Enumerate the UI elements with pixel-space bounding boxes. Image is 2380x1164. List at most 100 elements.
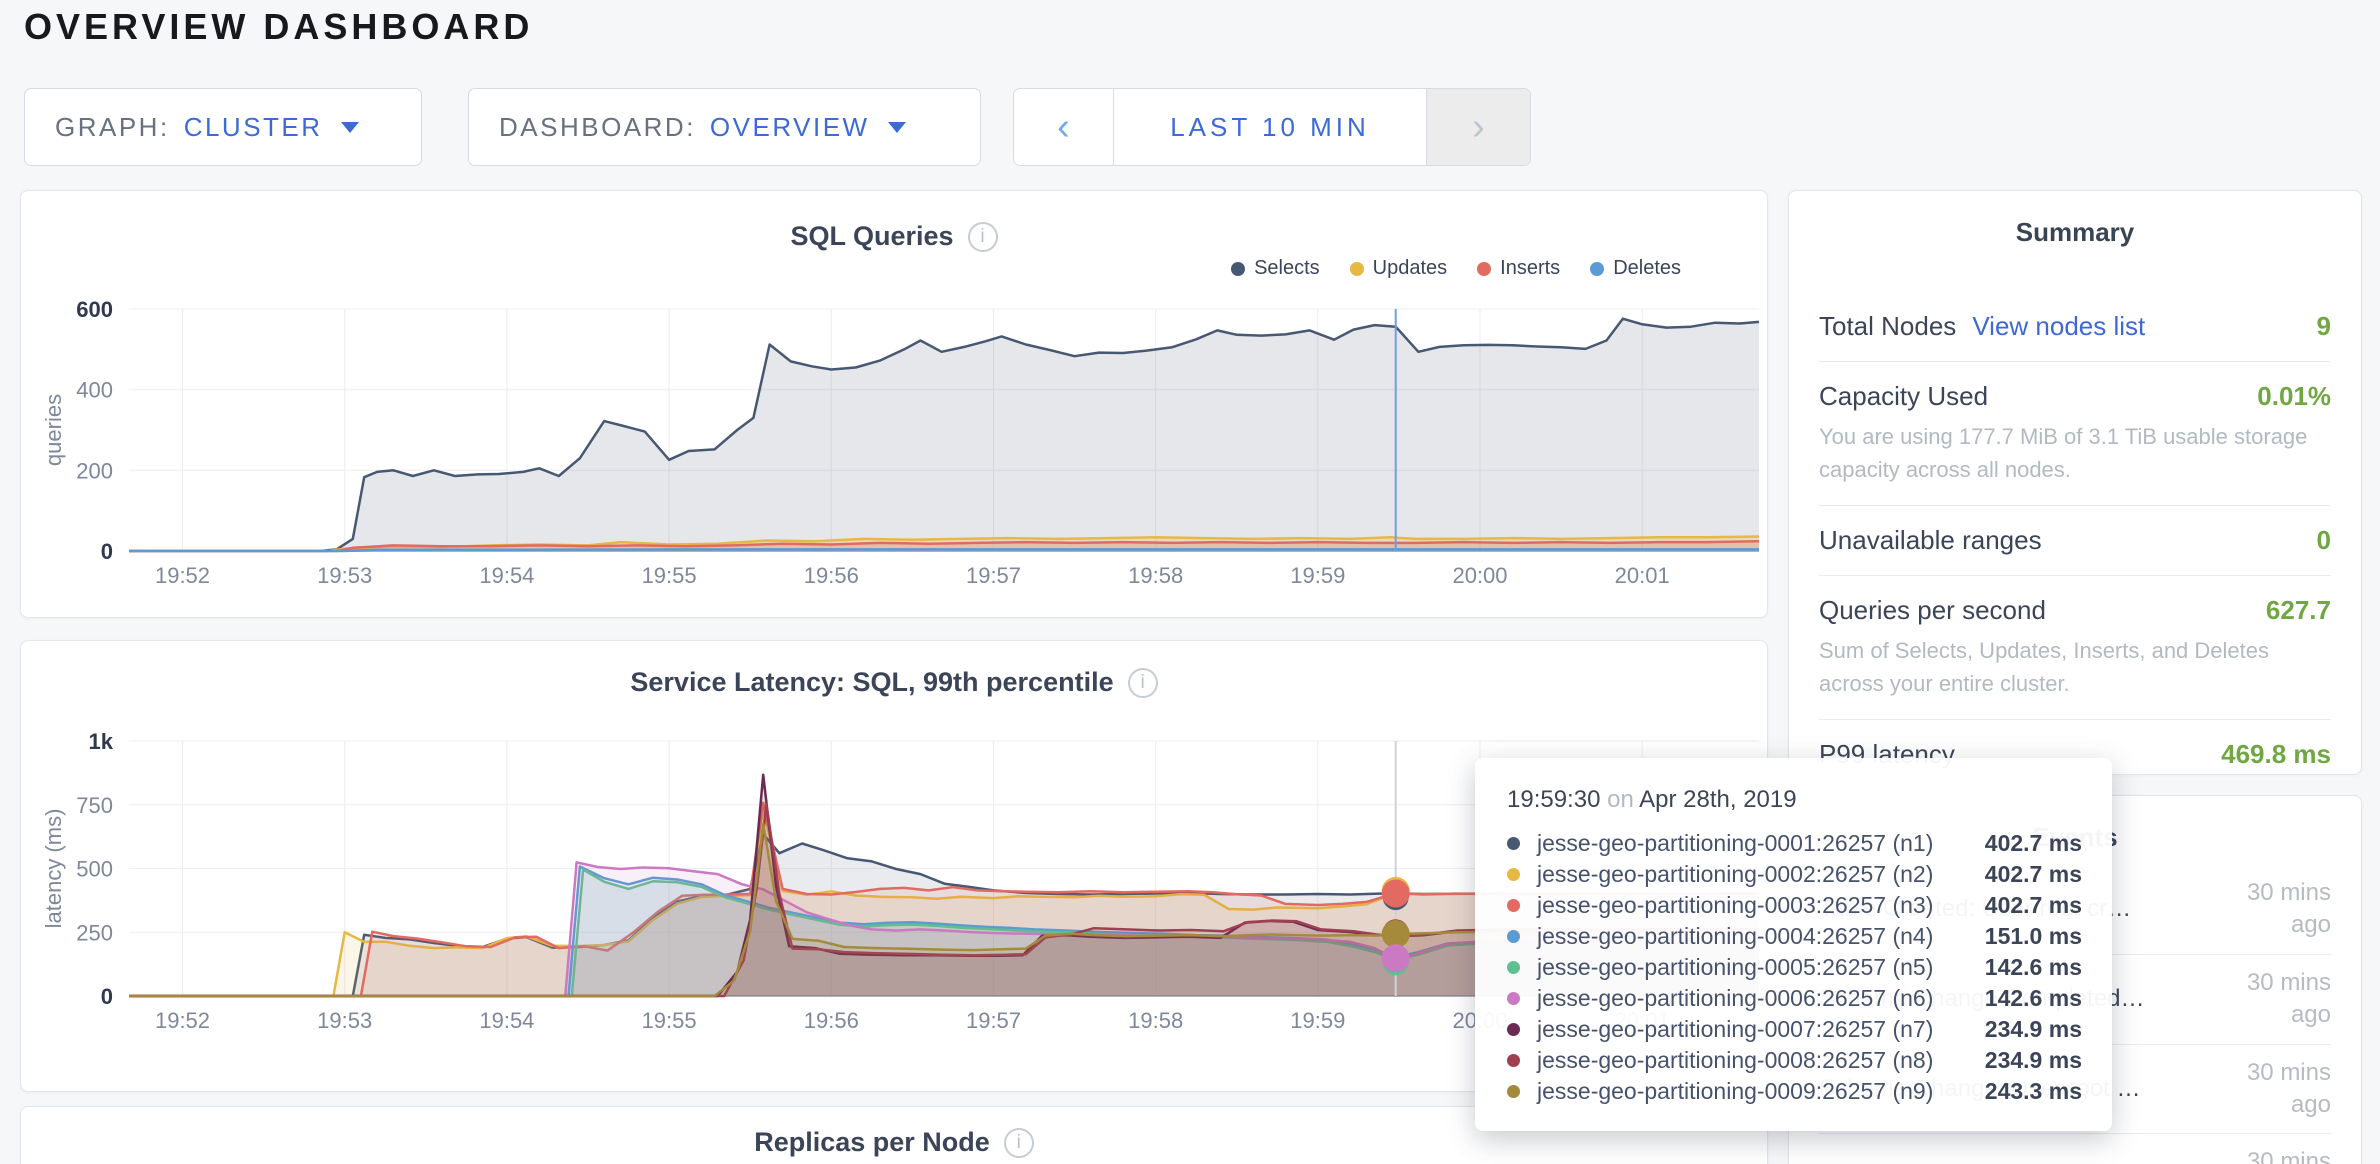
svg-text:19:59: 19:59 xyxy=(1290,563,1345,588)
sql-queries-title: SQL Queries xyxy=(790,221,954,251)
tooltip-node-value: 402.7 ms xyxy=(1984,861,2082,887)
svg-text:19:54: 19:54 xyxy=(479,1008,534,1033)
tooltip-row: jesse-geo-partitioning-0004:26257 (n4) 15… xyxy=(1507,921,2082,952)
node-color-dot-icon xyxy=(1507,868,1520,881)
svg-text:0: 0 xyxy=(101,539,113,564)
view-nodes-list-link[interactable]: View nodes list xyxy=(1972,311,2146,341)
info-icon[interactable]: i xyxy=(1127,667,1158,698)
summary-row-subtext: Sum of Selects, Updates, Inserts, and De… xyxy=(1819,638,2270,696)
tooltip-node-value: 142.6 ms xyxy=(1984,954,2082,980)
svg-text:19:59: 19:59 xyxy=(1290,1008,1345,1033)
event-time: 30 mins ago xyxy=(2246,1148,2331,1164)
legend-label: Updates xyxy=(1372,257,1448,279)
time-range-button[interactable]: LAST 10 MIN xyxy=(1113,89,1427,165)
summary-panel: Summary Total Nodes View nodes list 9 Capac… xyxy=(1788,190,2362,775)
svg-text:19:52: 19:52 xyxy=(155,1008,210,1033)
summary-row: Total Nodes View nodes list 9 xyxy=(1819,292,2331,362)
chevron-down-icon xyxy=(340,121,359,133)
node-color-dot-icon xyxy=(1507,899,1520,912)
svg-text:queries: queries xyxy=(41,394,66,466)
sql-queries-panel: SQL Queries i Selects Updates Inserts Delet… xyxy=(20,190,1768,618)
page-title: OVERVIEW DASHBOARD xyxy=(24,6,534,47)
tooltip-node-name: jesse-geo-partitioning-0009:26257 (n9) xyxy=(1537,1078,1934,1104)
time-prev-button[interactable]: ‹ xyxy=(1014,89,1113,165)
svg-text:200: 200 xyxy=(76,458,113,483)
summary-row-value: 9 xyxy=(2316,311,2331,341)
dashboard-dropdown[interactable]: DASHBOARD: OVERVIEW xyxy=(468,88,981,166)
tooltip-row: jesse-geo-partitioning-0007:26257 (n7) 23… xyxy=(1507,1014,2082,1045)
summary-row: Queries per second 627.7 Sum of Selects, U… xyxy=(1819,576,2331,720)
replicas-per-node-title: Replicas per Node xyxy=(754,1127,990,1157)
summary-row-value: 627.7 xyxy=(2265,595,2331,625)
tooltip-row: jesse-geo-partitioning-0006:26257 (n6) 14… xyxy=(1507,983,2082,1014)
chart-tooltip: 19:59:30 on Apr 28th, 2019 jesse-geo-par… xyxy=(1475,758,2112,1131)
svg-text:19:55: 19:55 xyxy=(642,563,697,588)
graph-dropdown[interactable]: GRAPH: CLUSTER xyxy=(24,88,422,166)
node-color-dot-icon xyxy=(1507,837,1520,850)
legend-label: Inserts xyxy=(1500,257,1561,279)
info-icon[interactable]: i xyxy=(1003,1127,1034,1158)
tooltip-node-value: 234.9 ms xyxy=(1984,1016,2082,1042)
node-color-dot-icon xyxy=(1507,1023,1520,1036)
tooltip-node-name: jesse-geo-partitioning-0005:26257 (n5) xyxy=(1537,954,1934,980)
service-latency-chart[interactable]: 19:52 19:53 19:54 19:55 19:56 19:57 19:58 19:59… xyxy=(21,641,1769,1093)
chart-legend: Selects Updates Inserts Deletes xyxy=(1231,257,1681,280)
summary-row-label: Queries per second xyxy=(1819,595,2046,625)
svg-text:19:57: 19:57 xyxy=(966,1008,1021,1033)
tooltip-node-name: jesse-geo-partitioning-0007:26257 (n7) xyxy=(1537,1016,1934,1042)
tooltip-node-value: 142.6 ms xyxy=(1984,985,2082,1011)
tooltip-row: jesse-geo-partitioning-0008:26257 (n8) 23… xyxy=(1507,1045,2082,1076)
node-color-dot-icon xyxy=(1507,1085,1520,1098)
legend-item: Deletes xyxy=(1590,257,1681,280)
node-color-dot-icon xyxy=(1507,961,1520,974)
svg-text:19:55: 19:55 xyxy=(642,1008,697,1033)
svg-text:19:53: 19:53 xyxy=(317,563,372,588)
tooltip-row: jesse-geo-partitioning-0001:26257 (n1) 40… xyxy=(1507,828,2082,859)
info-icon[interactable]: i xyxy=(967,221,998,252)
svg-text:750: 750 xyxy=(76,793,113,818)
svg-text:19:54: 19:54 xyxy=(479,563,534,588)
chevron-down-icon xyxy=(887,121,906,133)
summary-row: Capacity Used 0.01% You are using 177.7 Mi… xyxy=(1819,362,2331,506)
svg-text:19:58: 19:58 xyxy=(1128,563,1183,588)
tooltip-row: jesse-geo-partitioning-0003:26257 (n3) 40… xyxy=(1507,890,2082,921)
svg-text:500: 500 xyxy=(76,857,113,882)
tooltip-node-name: jesse-geo-partitioning-0001:26257 (n1) xyxy=(1537,830,1934,856)
legend-item: Updates xyxy=(1349,257,1448,280)
event-time: 30 mins ago xyxy=(2246,879,2331,939)
tooltip-node-value: 234.9 ms xyxy=(1984,1047,2082,1073)
graph-dropdown-label: GRAPH: xyxy=(55,111,170,142)
svg-text:250: 250 xyxy=(76,920,113,945)
tooltip-node-name: jesse-geo-partitioning-0002:26257 (n2) xyxy=(1537,861,1934,887)
legend-item: Selects xyxy=(1231,257,1320,280)
tooltip-row: jesse-geo-partitioning-0005:26257 (n5) 14… xyxy=(1507,952,2082,983)
tooltip-node-name: jesse-geo-partitioning-0008:26257 (n8) xyxy=(1537,1047,1934,1073)
tooltip-node-value: 402.7 ms xyxy=(1984,892,2082,918)
legend-dot-icon xyxy=(1231,261,1246,276)
svg-text:1k: 1k xyxy=(89,729,114,754)
time-range-selector: ‹ LAST 10 MIN › xyxy=(1013,88,1531,166)
svg-text:0: 0 xyxy=(101,984,113,1009)
event-list-item[interactable]: Table Created: User root cr…30 mins ago xyxy=(1819,1134,2331,1164)
tooltip-timestamp: 19:59:30 on Apr 28th, 2019 xyxy=(1507,786,1797,813)
summary-row-value: 0 xyxy=(2316,525,2331,555)
svg-text:19:53: 19:53 xyxy=(317,1008,372,1033)
tooltip-node-name: jesse-geo-partitioning-0003:26257 (n3) xyxy=(1537,892,1934,918)
dashboard-dropdown-label: DASHBOARD: xyxy=(499,111,696,142)
summary-row: Unavailable ranges 0 xyxy=(1819,506,2331,576)
tooltip-node-value: 243.3 ms xyxy=(1984,1078,2082,1104)
event-time: 30 mins ago xyxy=(2246,1058,2331,1118)
node-color-dot-icon xyxy=(1507,992,1520,1005)
tooltip-row: jesse-geo-partitioning-0002:26257 (n2) 40… xyxy=(1507,859,2082,890)
tooltip-node-value: 151.0 ms xyxy=(1984,923,2082,949)
sql-queries-chart[interactable]: 19:52 19:53 19:54 19:55 19:56 19:57 19:58 19:59… xyxy=(21,191,1769,619)
tooltip-node-name: jesse-geo-partitioning-0004:26257 (n4) xyxy=(1537,923,1934,949)
time-next-button: › xyxy=(1427,89,1530,165)
summary-row-subtext: You are using 177.7 MiB of 3.1 TiB usabl… xyxy=(1819,424,2308,482)
tooltip-node-value: 402.7 ms xyxy=(1984,830,2082,856)
svg-text:20:01: 20:01 xyxy=(1615,563,1670,588)
svg-text:19:52: 19:52 xyxy=(155,563,210,588)
service-latency-panel: Service Latency: SQL, 99th percentile i … xyxy=(20,640,1768,1092)
node-color-dot-icon xyxy=(1507,930,1520,943)
node-color-dot-icon xyxy=(1507,1054,1520,1067)
